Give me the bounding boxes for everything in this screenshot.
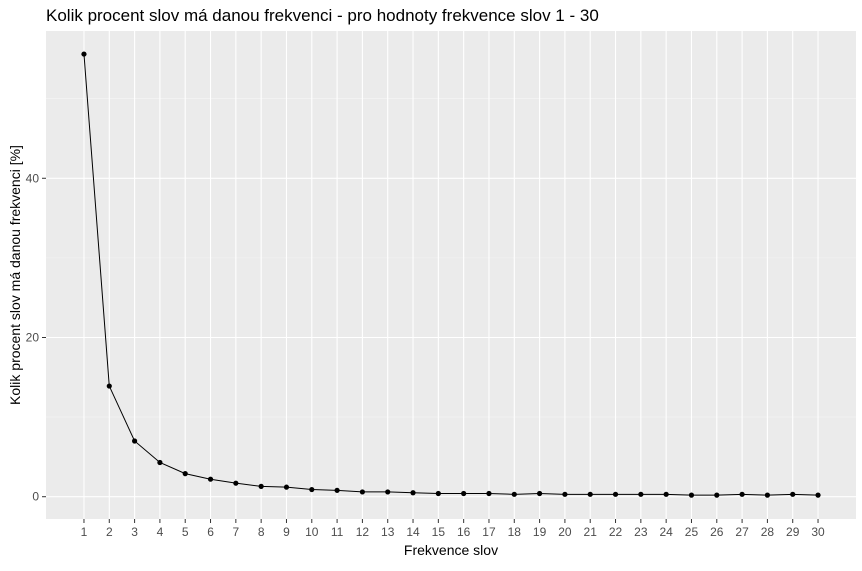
data-point	[233, 480, 239, 486]
data-point	[486, 490, 492, 497]
data-point	[157, 459, 163, 466]
x-tick-label: 4	[157, 525, 164, 539]
x-tick-label: 10	[305, 525, 319, 539]
x-tick-label: 14	[406, 525, 420, 539]
data-point	[587, 491, 593, 497]
x-tick-label: 27	[735, 525, 749, 539]
x-tick-label: 5	[182, 525, 189, 539]
data-point	[461, 490, 467, 497]
x-tick-label: 2	[106, 525, 113, 539]
x-tick-label: 21	[584, 525, 598, 539]
x-tick-label: 11	[331, 525, 344, 539]
x-tick-label: 19	[533, 525, 547, 539]
x-tick-label: 20	[558, 525, 572, 539]
data-point	[207, 476, 214, 482]
x-tick-label: 3	[131, 525, 138, 539]
data-point	[309, 486, 315, 493]
major-gridlines	[46, 31, 856, 519]
data-point	[106, 383, 112, 389]
data-point	[638, 491, 644, 497]
minor-gridlines	[46, 98, 856, 418]
y-axis: 0 20 40	[26, 171, 46, 504]
data-point	[536, 490, 543, 497]
data-point	[410, 490, 416, 496]
x-tick-label: 13	[381, 525, 395, 539]
data-point	[283, 484, 290, 490]
x-tick-label: 22	[609, 525, 623, 539]
data-point	[182, 471, 188, 477]
y-axis-title: Kolik procent slov má danou frekvenci [%…	[7, 145, 23, 405]
data-point	[790, 491, 796, 497]
data-point	[81, 51, 87, 57]
x-tick-label: 28	[761, 525, 775, 539]
chart-title: Kolik procent slov má danou frekvenci - …	[46, 6, 599, 25]
x-tick-label: 9	[283, 525, 290, 539]
data-series	[81, 51, 821, 498]
data-point	[612, 491, 619, 497]
data-point	[511, 491, 517, 497]
x-tick-label: 15	[432, 525, 446, 539]
x-axis-title: Frekvence slov	[404, 542, 498, 558]
x-tick-label: 1	[81, 525, 88, 539]
y-tick-label: 0	[32, 490, 39, 504]
x-tick-label: 17	[482, 525, 496, 539]
x-tick-label: 6	[207, 525, 214, 539]
x-tick-label: 26	[710, 525, 724, 539]
x-tick-label: 16	[457, 525, 471, 539]
y-tick-label: 40	[26, 171, 40, 185]
data-point	[688, 492, 695, 498]
x-tick-label: 7	[233, 525, 240, 539]
y-tick-label: 20	[26, 330, 40, 344]
x-tick-label: 23	[634, 525, 648, 539]
data-point	[663, 491, 669, 497]
data-point	[562, 491, 568, 497]
plot-panel	[46, 31, 856, 519]
x-axis: 1 2 3 4 5 6 7 8 9 10 11 12 13 14 15 16 17 18 19 20 21 22 23 24 2…	[81, 519, 825, 539]
x-tick-label: 29	[786, 525, 800, 539]
data-point	[359, 489, 366, 495]
data-point	[764, 492, 771, 498]
data-point	[258, 483, 264, 489]
data-point	[385, 489, 391, 495]
data-point	[739, 491, 745, 497]
data-point	[334, 487, 340, 493]
x-tick-label: 12	[356, 525, 370, 539]
data-point	[435, 490, 441, 497]
series-line	[83, 54, 819, 496]
x-tick-label: 24	[659, 525, 673, 539]
data-point	[131, 438, 138, 444]
x-tick-label: 30	[811, 525, 825, 539]
x-tick-label: 8	[258, 525, 265, 539]
data-point	[815, 492, 821, 498]
data-point	[714, 492, 720, 498]
x-tick-label: 25	[685, 525, 699, 539]
x-tick-label: 18	[508, 525, 522, 539]
